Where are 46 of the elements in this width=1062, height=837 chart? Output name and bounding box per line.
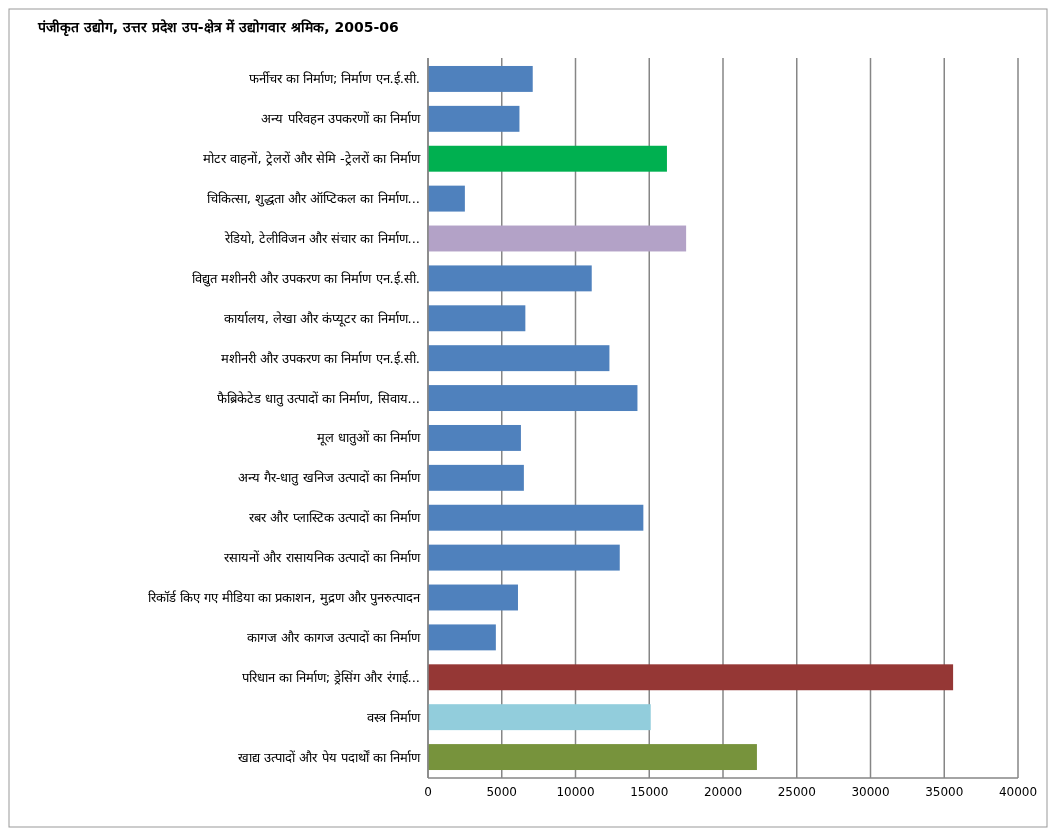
y-tick-label: विद्युत मशीनरी और उपकरण का निर्माण एन.ई.सी. bbox=[191, 270, 420, 287]
bar bbox=[428, 584, 518, 611]
bar bbox=[428, 544, 620, 571]
y-tick-label: रबर और प्लास्टिक उत्पादों का निर्माण bbox=[249, 510, 421, 526]
bar bbox=[428, 305, 526, 332]
text: पंजीकृत उद्योग, उत्तर प्रदेश उप-क्षेत्र में उद्योगवार श्रमिक, 2005-06 bbox=[37, 19, 399, 37]
bar bbox=[428, 385, 638, 412]
x-tick-label: 40000 bbox=[998, 785, 1038, 799]
x-tick-label: 25000 bbox=[777, 785, 816, 799]
y-tick-label: परिधान का निर्माण; ड्रेसिंग और रंगाई... bbox=[241, 669, 420, 685]
y-tick-label: कागज और कागज उत्पादों का निर्माण bbox=[247, 629, 421, 645]
y-tick-label: खाद्य उत्पादों और पेय पदार्थों का निर्माण bbox=[238, 749, 421, 765]
bar bbox=[428, 744, 757, 771]
y-tick-label: चिकित्सा, शुद्धता और ऑप्टिकल का निर्माण... bbox=[206, 191, 420, 208]
bar bbox=[428, 504, 644, 531]
bar bbox=[428, 704, 651, 731]
y-tick-label: मूल धातुओं का निर्माण bbox=[316, 430, 421, 447]
x-tick-label: 35000 bbox=[925, 785, 964, 799]
bar bbox=[428, 424, 521, 451]
bar bbox=[428, 624, 496, 651]
bar bbox=[428, 65, 533, 92]
bar bbox=[428, 464, 524, 491]
x-tick-label: 20000 bbox=[703, 785, 743, 799]
bar bbox=[428, 345, 610, 372]
y-tick-label: अन्य गैर-धातु खनिज उत्पादों का निर्माण bbox=[237, 470, 421, 487]
y-tick-label: रसायनों और रासायनिक उत्पादों का निर्माण bbox=[224, 550, 421, 566]
y-tick-label: रिकॉर्ड किए गए मीडिया का प्रकाशन, मुद्रण और पुनरुत्पादन bbox=[147, 590, 421, 607]
bar bbox=[428, 185, 465, 212]
y-tick-label: फैब्रिकेटेड धातु उत्पादों का निर्माण, सिवाय... bbox=[216, 390, 420, 407]
y-tick-label: मशीनरी और उपकरण का निर्माण एन.ई.सी. bbox=[220, 350, 420, 366]
bar bbox=[428, 225, 687, 252]
bar bbox=[428, 105, 520, 132]
y-tick-label: मोटर वाहनों, ट्रेलरों और सेमि -ट्रेलरों का निर्माण bbox=[203, 151, 421, 167]
x-tick-label: 5000 bbox=[486, 785, 518, 799]
y-tick-label: अन्य परिवहन उपकरणों का निर्माण bbox=[261, 111, 421, 127]
bar bbox=[428, 265, 592, 292]
bar bbox=[428, 145, 667, 172]
y-tick-label: कार्यालय, लेखा और कंप्यूटर का निर्माण... bbox=[223, 310, 420, 327]
x-tick-label: 15000 bbox=[630, 785, 669, 799]
y-tick-label: फर्नीचर का निर्माण; निर्माण एन.ई.सी. bbox=[248, 71, 420, 87]
x-tick-label: 0 bbox=[424, 785, 432, 799]
bar bbox=[428, 664, 954, 691]
y-tick-label: वस्त्र निर्माण bbox=[366, 709, 421, 725]
x-tick-label: 10000 bbox=[556, 785, 595, 799]
x-tick-label: 30000 bbox=[851, 785, 890, 799]
y-tick-label: रेडियो, टेलीविजन और संचार का निर्माण... bbox=[223, 231, 420, 247]
